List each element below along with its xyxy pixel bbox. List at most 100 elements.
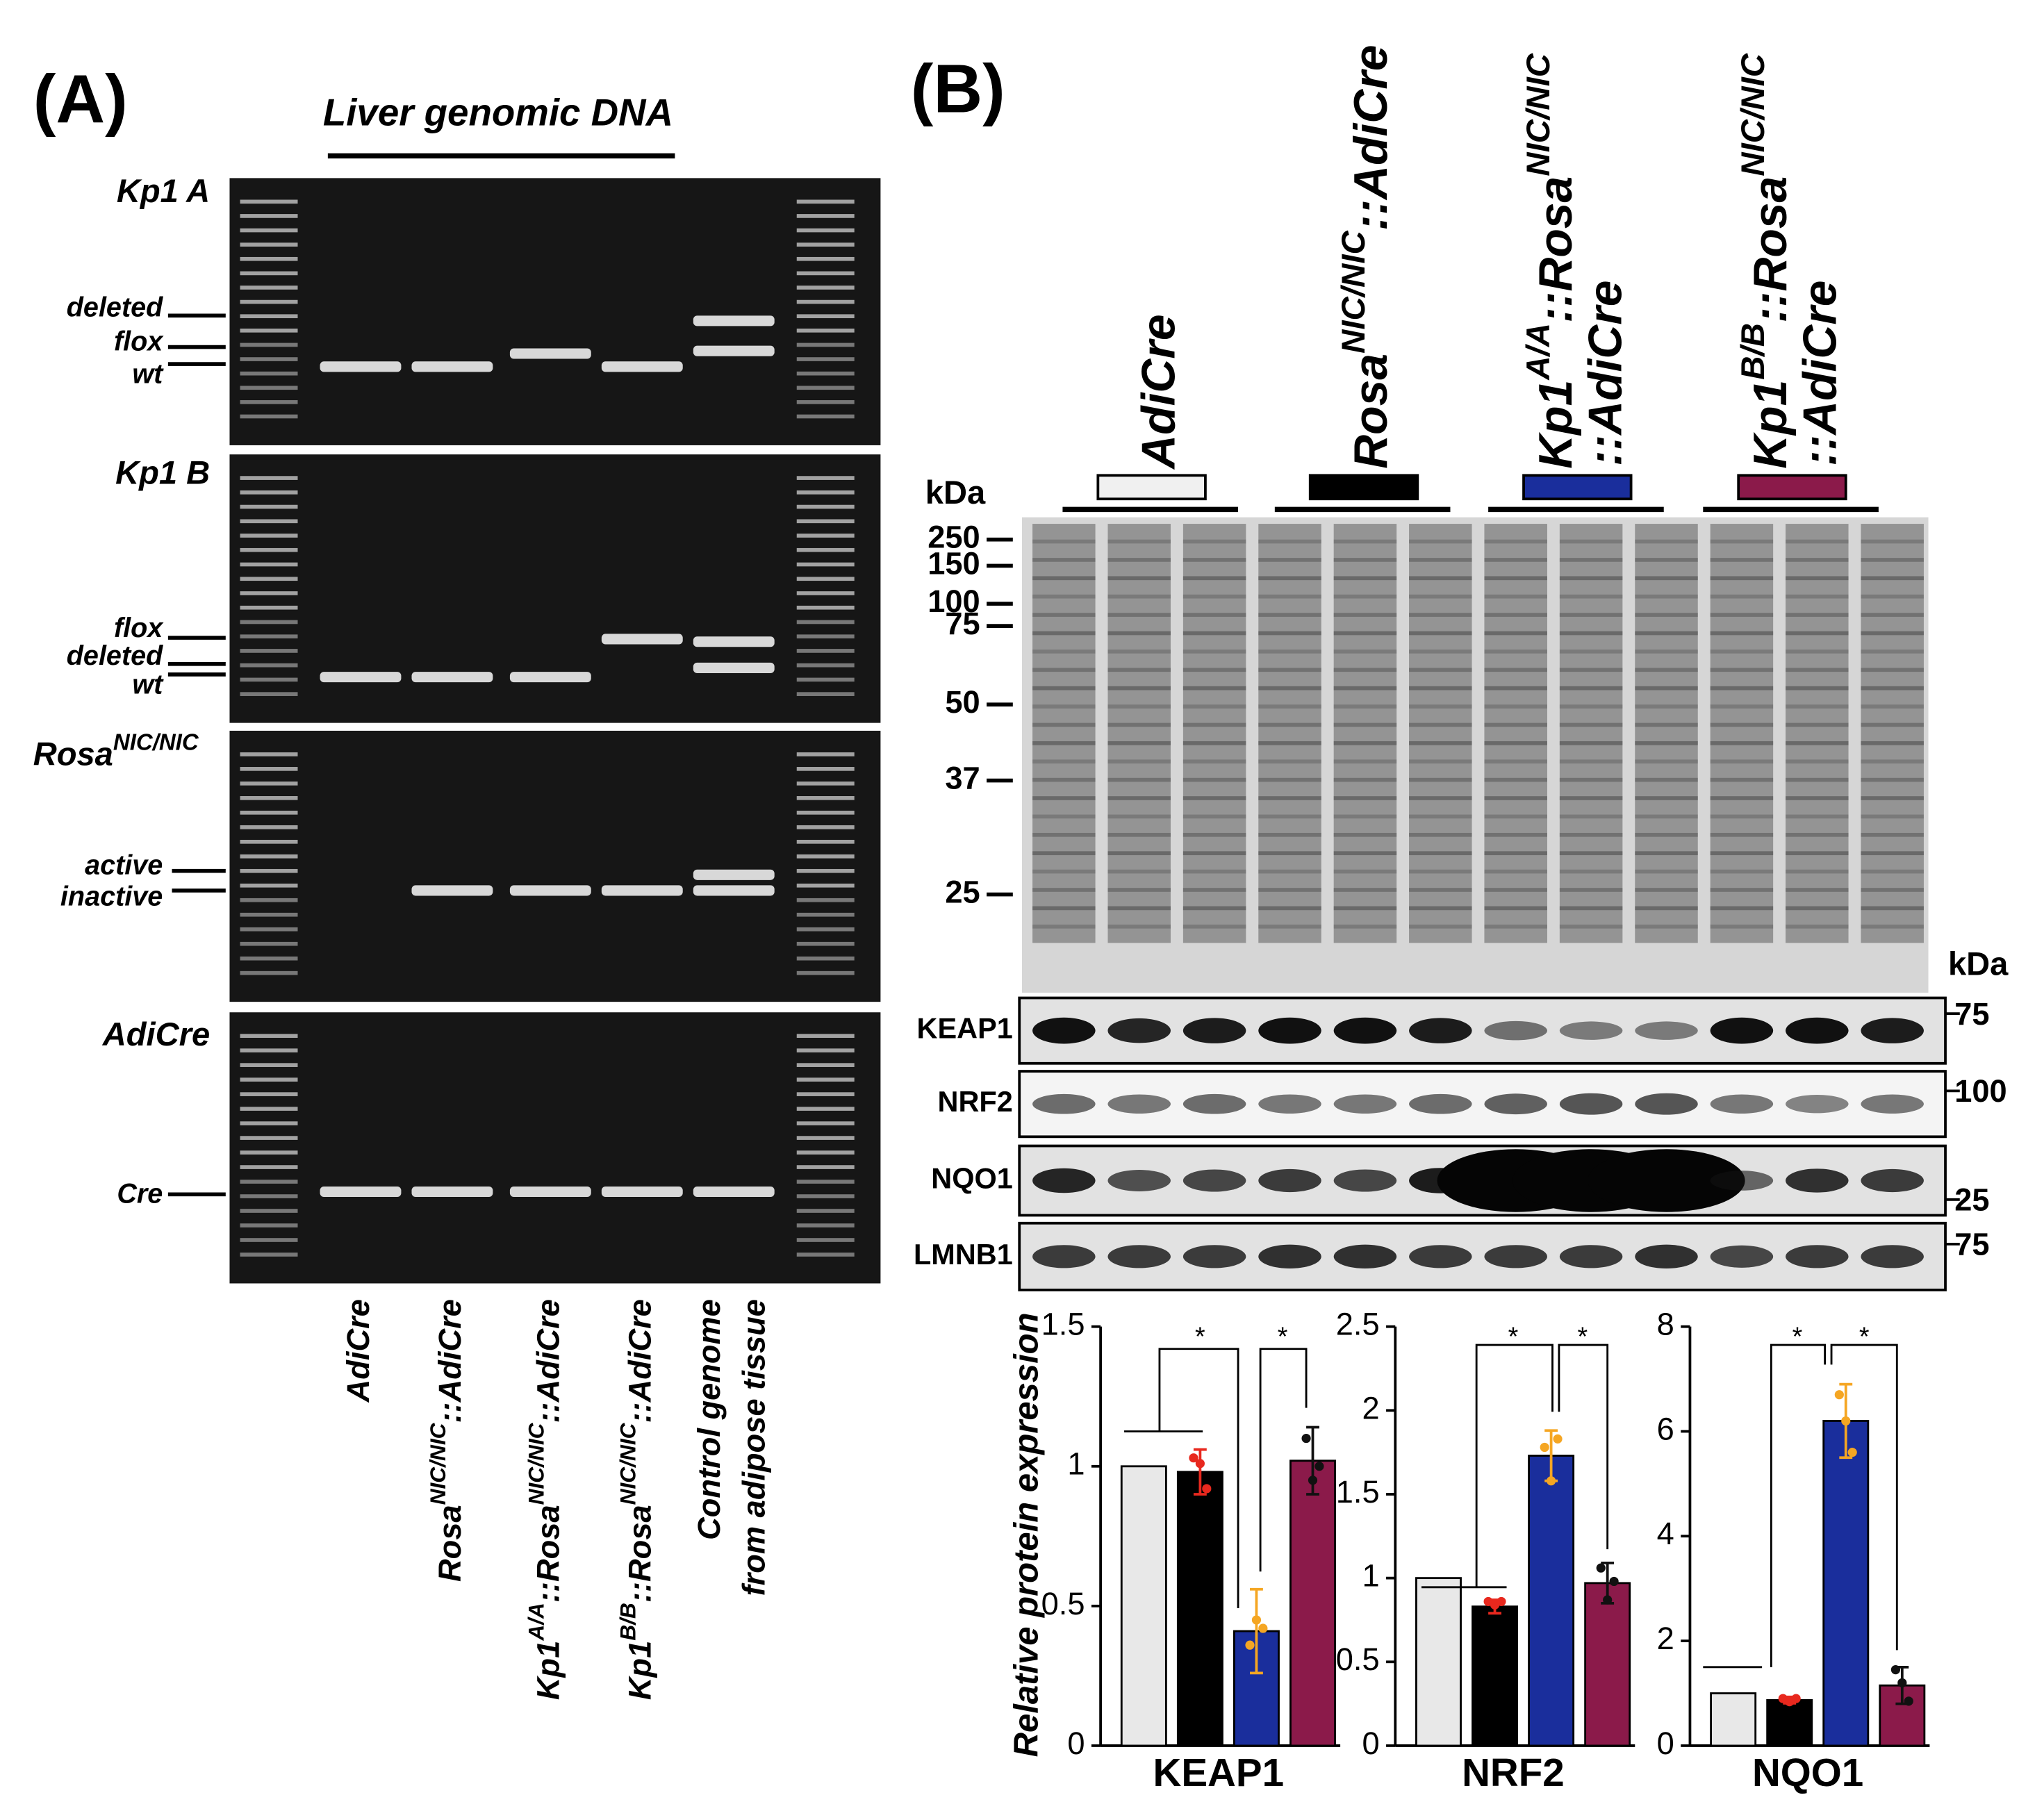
ladder-band — [796, 314, 855, 319]
protein-band — [1861, 558, 1924, 562]
protein-band — [1635, 796, 1698, 800]
protein-band — [1786, 722, 1849, 727]
protein-band — [1861, 777, 1924, 782]
protein-band — [1107, 722, 1171, 727]
ladder-band — [796, 386, 855, 390]
protein-band — [1182, 722, 1246, 727]
bar — [1710, 1692, 1757, 1747]
protein-band — [1182, 1169, 1246, 1192]
y-tick-label: 8 — [1657, 1307, 1674, 1342]
protein-band — [1786, 777, 1849, 782]
blot-name: KEAP1 — [917, 1012, 1013, 1045]
ladder-band — [796, 286, 855, 290]
protein-band — [1409, 1245, 1472, 1268]
protein-band — [1107, 631, 1171, 636]
protein-band — [1258, 668, 1321, 672]
ladder-band — [240, 912, 298, 917]
protein-band — [1635, 741, 1698, 745]
protein-band — [1182, 924, 1246, 929]
protein-band — [1484, 1093, 1547, 1115]
dna-band — [411, 361, 493, 372]
protein-lane — [1484, 524, 1547, 943]
ladder-band — [796, 1048, 855, 1052]
protein-band — [1409, 906, 1472, 911]
protein-band — [1861, 668, 1924, 672]
protein-lane — [1559, 524, 1623, 943]
ladder-band — [240, 854, 298, 859]
protein-band — [1786, 704, 1849, 709]
protein-band — [1333, 704, 1397, 709]
protein-band — [1107, 650, 1171, 654]
protein-band — [1107, 594, 1171, 599]
protein-band — [1559, 777, 1623, 782]
protein-band — [1409, 741, 1472, 745]
ladder-band — [240, 1165, 298, 1169]
protein-band — [1786, 924, 1849, 929]
protein-band — [1786, 1168, 1849, 1193]
protein-band — [1861, 906, 1924, 911]
protein-lane — [1786, 524, 1849, 943]
protein-band — [1409, 888, 1472, 892]
protein-band — [1333, 814, 1397, 819]
protein-band — [1107, 814, 1171, 819]
marker-label: 75 — [945, 606, 980, 641]
dna-band — [411, 885, 493, 896]
bar — [1176, 1471, 1223, 1747]
blot-kda: 100 — [1954, 1073, 2006, 1109]
data-point — [1547, 1476, 1556, 1486]
text-segment: Kp1 A — [117, 172, 210, 209]
bar — [1528, 1455, 1575, 1747]
protein-band — [1107, 832, 1171, 837]
protein-band — [1710, 558, 1774, 562]
ladder-band — [240, 547, 298, 552]
band-label: flox — [114, 326, 164, 356]
protein-band — [1107, 741, 1171, 745]
protein-lane — [1635, 524, 1698, 943]
ladder-band — [240, 1034, 298, 1039]
data-point — [1847, 1448, 1857, 1457]
protein-band — [1861, 722, 1924, 727]
data-point — [1609, 1576, 1619, 1587]
protein-band — [1710, 1245, 1774, 1268]
ladder-band — [240, 400, 298, 404]
ladder-band — [240, 1077, 298, 1082]
protein-band — [1032, 558, 1096, 562]
protein-band — [1032, 814, 1096, 819]
protein-band — [1861, 832, 1924, 837]
ladder-band — [240, 299, 298, 304]
protein-band — [1861, 759, 1924, 764]
ladder-band — [240, 649, 298, 653]
protein-band — [1333, 631, 1397, 636]
x-axis-label: NRF2 — [1462, 1751, 1565, 1794]
ladder-band — [240, 839, 298, 844]
ladder-band — [240, 752, 298, 757]
bar — [1584, 1582, 1631, 1747]
protein-band — [1559, 704, 1623, 709]
protein-band — [1635, 722, 1698, 727]
dna-band — [601, 634, 683, 645]
protein-band — [1409, 668, 1472, 672]
text-segment: ::AdiCre — [1579, 280, 1631, 466]
protein-band — [1182, 906, 1246, 911]
protein-band — [1333, 906, 1397, 911]
protein-band — [1258, 1244, 1321, 1268]
ladder-band — [796, 854, 855, 859]
ladder-band — [240, 256, 298, 261]
protein-band — [1258, 1017, 1321, 1044]
protein-band — [1559, 888, 1623, 892]
ladder-band — [796, 1209, 855, 1213]
protein-band — [1484, 759, 1547, 764]
protein-band — [1786, 832, 1849, 837]
ladder-band — [240, 414, 298, 419]
dna-band — [693, 636, 775, 647]
ladder-band — [240, 825, 298, 829]
protein-band — [1182, 1093, 1246, 1114]
marker-label: 250 — [928, 520, 980, 555]
bar — [1289, 1460, 1336, 1747]
ladder-band — [796, 1107, 855, 1111]
ladder-band — [796, 256, 855, 261]
protein-band — [1333, 686, 1397, 691]
ladder-band — [796, 868, 855, 873]
data-point — [1834, 1390, 1844, 1400]
protein-band — [1333, 668, 1397, 672]
